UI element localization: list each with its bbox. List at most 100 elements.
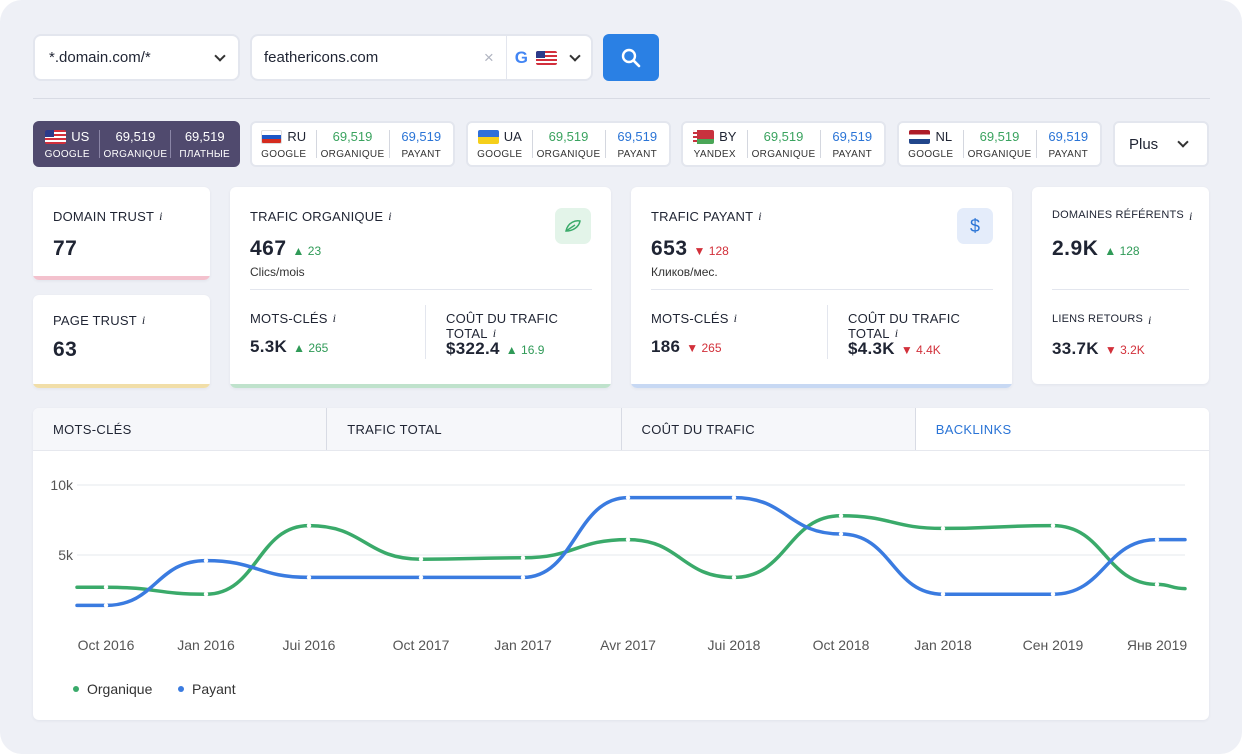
domain-trust-card: DOMAIN TRUST i 77 <box>33 187 210 280</box>
divider <box>962 130 964 158</box>
paid-count: 69,519 <box>832 129 873 144</box>
close-icon[interactable]: × <box>483 47 494 67</box>
series-line-payant <box>75 495 1187 608</box>
nl-flag-icon <box>909 129 931 144</box>
referring-domains-value: 2.9K <box>1052 237 1099 260</box>
page-trust-card: PAGE TRUST i 63 <box>33 295 210 388</box>
x-tick-label: Oct 2016 <box>78 637 135 653</box>
data-point <box>306 575 312 580</box>
tab-keywords[interactable]: MOTS-CLÉS <box>33 408 328 450</box>
organic-count: 69,519 <box>548 129 589 144</box>
x-tick-label: Jui 2018 <box>708 637 761 653</box>
tab-traffic-cost[interactable]: COÛT DU TRAFIC <box>622 408 916 450</box>
domain-mode-select[interactable]: *.domain.com/* <box>33 34 240 81</box>
search-query-text: feathericons.com <box>264 49 379 66</box>
paid-traffic-value: 653 <box>651 237 688 260</box>
organic-traffic-value-row: 467 ▲ 23 <box>250 237 321 261</box>
backlinks-value: 33.7K <box>1052 339 1099 358</box>
data-point <box>306 523 312 528</box>
divider <box>250 289 592 290</box>
region-tab-ua[interactable]: UA GOOGLE 69,519 ORGANIQUE 69,519 PAYANT <box>466 121 671 167</box>
x-tick-label: Jan 2016 <box>177 637 235 653</box>
legend-item-payant[interactable]: Payant <box>178 681 236 697</box>
card-accent-bar <box>33 276 210 280</box>
search-button[interactable] <box>603 34 659 81</box>
organic-keywords-row: 5.3K ▲ 265 <box>250 337 328 357</box>
region-engine: GOOGLE <box>908 148 954 160</box>
region-tab-by[interactable]: BY YANDEX 69,519 ORGANIQUE 69,519 PAYANT <box>681 121 886 167</box>
card-accent-bar <box>230 384 611 388</box>
chevron-down-icon <box>214 49 226 62</box>
divider <box>315 130 317 158</box>
referring-domains-card: DOMAINES RÉFÉRENTS i 2.9K ▲ 128 LIENS RETO… <box>1032 187 1209 384</box>
organic-count: 69,519 <box>979 129 1020 144</box>
divider <box>99 130 101 158</box>
info-icon: i <box>1188 209 1193 223</box>
paid-keywords-value: 186 <box>651 337 681 356</box>
card-accent-bar <box>33 384 210 388</box>
paid-label: ПЛАТНЫЕ <box>179 148 230 160</box>
referring-domains-delta: 128 <box>1119 244 1140 258</box>
chevron-down-icon[interactable] <box>569 49 581 62</box>
divider <box>651 289 993 290</box>
data-point <box>203 558 209 563</box>
data-point <box>1154 582 1160 587</box>
divider <box>1052 289 1189 290</box>
trend-up-icon: ▲ 265 <box>293 341 329 355</box>
data-point <box>731 575 737 580</box>
paid-count: 69,519 <box>401 129 442 144</box>
data-point <box>103 585 109 590</box>
by-flag-icon <box>693 129 715 144</box>
paid-count: 69,519 <box>1048 129 1089 144</box>
region-code: BY <box>719 129 737 144</box>
region-tab-nl[interactable]: NL GOOGLE 69,519 ORGANIQUE 69,519 PAYANT <box>897 121 1102 167</box>
organic-keywords-value: 5.3K <box>250 337 288 356</box>
paid-count: 69,519 <box>184 129 225 144</box>
more-regions-button[interactable]: Plus <box>1113 121 1209 167</box>
region-engine: GOOGLE <box>261 148 307 160</box>
data-point <box>731 495 737 500</box>
data-point <box>940 592 946 597</box>
organic-label: ORGANIQUE <box>320 148 385 160</box>
more-regions-label: Plus <box>1129 135 1159 153</box>
page-trust-value: 63 <box>53 338 78 361</box>
divider <box>170 130 172 158</box>
domain-trust-label: DOMAIN TRUST i <box>53 209 163 224</box>
organic-count: 69,519 <box>763 129 804 144</box>
paid-label: PAYANT <box>832 148 873 160</box>
organic-traffic-unit: Clics/mois <box>250 265 305 279</box>
organic-count: 69,519 <box>115 129 156 144</box>
region-tab-ru[interactable]: RU GOOGLE 69,519 ORGANIQUE 69,519 PAYANT <box>250 121 455 167</box>
search-input[interactable]: feathericons.com × G <box>250 34 593 81</box>
divider <box>1035 130 1037 158</box>
referring-domains-label: DOMAINES RÉFÉRENTS i <box>1052 209 1193 223</box>
data-point <box>625 537 631 542</box>
info-icon: i <box>894 326 899 340</box>
organic-label: ORGANIQUE <box>967 148 1032 160</box>
ua-flag-icon <box>477 129 499 144</box>
card-accent-bar <box>631 384 1012 388</box>
legend-item-organique[interactable]: Organique <box>73 681 152 697</box>
region-code: UA <box>503 129 522 144</box>
data-point <box>838 513 844 518</box>
trend-down-icon: ▼ 4.4K <box>900 343 941 357</box>
organic-label: ORGANIQUE <box>536 148 601 160</box>
legend-dot-icon <box>178 686 184 692</box>
google-icon: G <box>514 47 528 67</box>
data-point <box>838 531 844 537</box>
us-flag-icon <box>45 129 67 144</box>
y-tick-label: 10k <box>50 477 74 493</box>
legend-label: Organique <box>87 681 153 697</box>
divider <box>505 34 507 81</box>
paid-cost-value: $4.3K <box>848 339 895 358</box>
trend-up-icon: ▲ 16.9 <box>505 343 545 357</box>
tab-total-traffic[interactable]: TRAFIC TOTAL <box>327 408 622 450</box>
x-tick-label: Avr 2017 <box>600 637 656 653</box>
region-tab-us[interactable]: US GOOGLE 69,519 ORGANIQUE 69,519 ПЛАТНЫ… <box>33 121 240 167</box>
paid-keywords-row: 186 ▼ 265 <box>651 337 722 357</box>
domain-mode-value: *.domain.com/* <box>49 49 151 66</box>
info-icon: i <box>141 313 146 327</box>
trend-down-icon: ▼ 265 <box>686 341 722 355</box>
tab-backlinks[interactable]: BACKLINKS <box>915 408 1209 450</box>
organic-label: ORGANIQUE <box>103 148 168 160</box>
